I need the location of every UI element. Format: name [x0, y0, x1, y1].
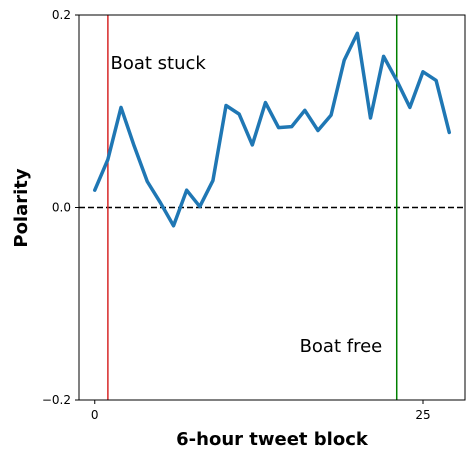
- x-axis-title: 6-hour tweet block: [176, 429, 369, 450]
- y-tick-label: −0.2: [42, 393, 71, 407]
- annotations: Boat stuck Boat free: [111, 53, 383, 357]
- axis-ticks: 0 25 −0.2 0.0 0.2: [42, 8, 431, 422]
- series-group: [93, 31, 451, 228]
- annotation-boat-stuck: Boat stuck: [111, 53, 207, 74]
- annotation-boat-free: Boat free: [300, 336, 383, 357]
- y-tick-label: 0.2: [52, 8, 71, 22]
- series-line-0: [93, 31, 451, 228]
- y-axis-title: Polarity: [11, 168, 32, 248]
- y-tick-label: 0.0: [52, 201, 71, 215]
- x-tick-label: 0: [91, 408, 99, 422]
- x-tick-label: 25: [415, 408, 430, 422]
